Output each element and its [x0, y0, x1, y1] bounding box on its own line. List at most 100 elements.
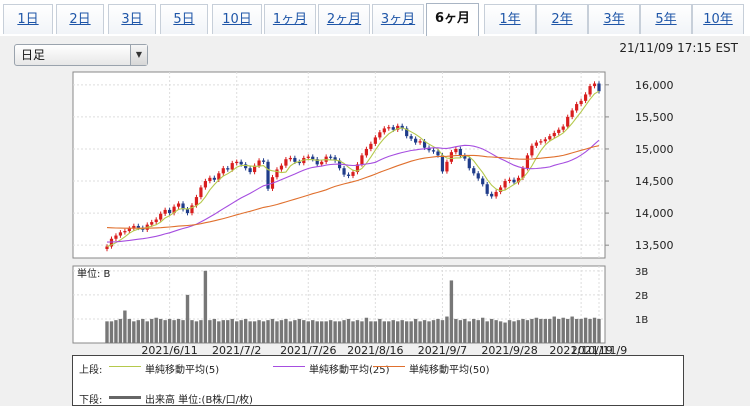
volume-bar	[297, 318, 302, 343]
candle-body	[284, 159, 288, 166]
volume-bar	[311, 320, 315, 343]
tab-11[interactable]: 2年	[536, 4, 588, 34]
candle-body	[539, 141, 543, 143]
candle-body	[579, 100, 583, 105]
tab-6[interactable]: 1ヶ月	[264, 4, 316, 34]
candle-body	[405, 128, 409, 137]
tab-12[interactable]: 3年	[588, 4, 640, 34]
tab-4[interactable]: 5日	[160, 4, 208, 34]
volume-bar	[163, 320, 167, 343]
volume-bar	[185, 294, 190, 343]
candle-body	[534, 142, 538, 146]
tab-14[interactable]: 10年	[692, 4, 744, 34]
volume-bar	[552, 316, 556, 343]
volume-bar	[400, 320, 404, 343]
chevron-down-icon: ▼	[130, 45, 147, 65]
candle-body	[575, 104, 579, 111]
tab-7[interactable]: 2ヶ月	[318, 4, 370, 34]
price-tick-label: 15,000	[635, 143, 674, 156]
candle-body	[329, 156, 333, 158]
volume-bar	[507, 320, 512, 343]
candle-body	[382, 128, 386, 133]
candle-body	[436, 151, 440, 156]
candle-body	[320, 161, 324, 165]
candle-body	[221, 168, 225, 174]
candle-body	[463, 155, 467, 159]
volume-bar	[360, 321, 364, 343]
volume-bar	[181, 320, 185, 343]
volume-bar	[114, 320, 118, 343]
candle-body	[570, 110, 574, 117]
volume-bar	[279, 320, 284, 343]
volume-bar	[588, 318, 592, 343]
candle-body	[472, 168, 476, 174]
candle-body	[266, 161, 270, 189]
chart-type-value: 日足	[21, 48, 46, 62]
candle-body	[494, 191, 498, 197]
volume-tick-label: 3B	[635, 267, 648, 278]
volume-bar	[503, 322, 507, 343]
chart-type-select[interactable]: 日足 ▼	[14, 44, 148, 66]
volume-bar	[248, 321, 252, 343]
candle-body	[333, 157, 337, 161]
candle-body	[409, 136, 413, 139]
volume-bar	[190, 320, 194, 343]
candle-body	[185, 209, 190, 214]
price-tick-label: 16,000	[635, 79, 674, 92]
volume-bar	[570, 316, 574, 343]
volume-bar	[136, 320, 141, 343]
legend-swatch-volume	[109, 396, 141, 399]
candle-body	[118, 232, 123, 236]
volume-bar	[516, 320, 521, 343]
candle-body	[244, 164, 248, 169]
volume-bar	[266, 320, 270, 343]
tab-1[interactable]: 1日	[3, 4, 53, 34]
volume-bar	[481, 317, 485, 343]
volume-bar	[351, 321, 355, 343]
candle-body	[203, 181, 207, 188]
volume-bar	[574, 318, 579, 343]
candle-body	[230, 163, 234, 170]
candle-body	[226, 168, 230, 170]
volume-bar	[306, 321, 310, 343]
sma5-line	[106, 90, 600, 248]
candle-body	[306, 156, 310, 158]
candle-body	[154, 219, 158, 223]
volume-bar	[463, 318, 467, 343]
candle-body	[360, 155, 364, 165]
volume-bar	[167, 318, 172, 343]
candle-body	[507, 179, 512, 182]
candle-body	[194, 197, 199, 206]
volume-bar	[342, 320, 346, 343]
candle-body	[127, 228, 131, 232]
tab-13[interactable]: 5年	[640, 4, 692, 34]
x-tick-label: 2021/9/7	[418, 344, 467, 357]
volume-bar	[230, 318, 234, 343]
tab-5[interactable]: 10日	[212, 4, 262, 34]
volume-bar	[436, 318, 440, 343]
candle-body	[132, 225, 136, 229]
legend-sma50: 単純移動平均(50)	[409, 365, 490, 376]
volume-bar	[404, 321, 409, 343]
candle-body	[342, 168, 346, 175]
tab-10[interactable]: 1年	[484, 4, 536, 34]
candle-body	[552, 132, 556, 137]
volume-bar	[333, 321, 337, 343]
tab-2[interactable]: 2日	[56, 4, 104, 34]
candle-body	[212, 177, 216, 180]
volume-bar	[319, 321, 324, 343]
volume-bar	[583, 317, 588, 343]
candle-body	[445, 161, 449, 172]
candle-body	[351, 172, 355, 176]
volume-bar	[346, 318, 351, 343]
volume-bar	[127, 318, 132, 343]
volume-bar	[557, 318, 561, 343]
candle-body	[109, 238, 114, 247]
x-tick-label: 2021/10/19	[549, 344, 612, 357]
volume-bar	[498, 321, 503, 343]
tab-8[interactable]: 3ヶ月	[372, 4, 424, 34]
candle-body	[163, 209, 167, 214]
tab-9[interactable]: 6ヶ月	[426, 3, 479, 36]
price-tick-label: 14,500	[635, 175, 674, 188]
tab-3[interactable]: 3日	[108, 4, 156, 34]
